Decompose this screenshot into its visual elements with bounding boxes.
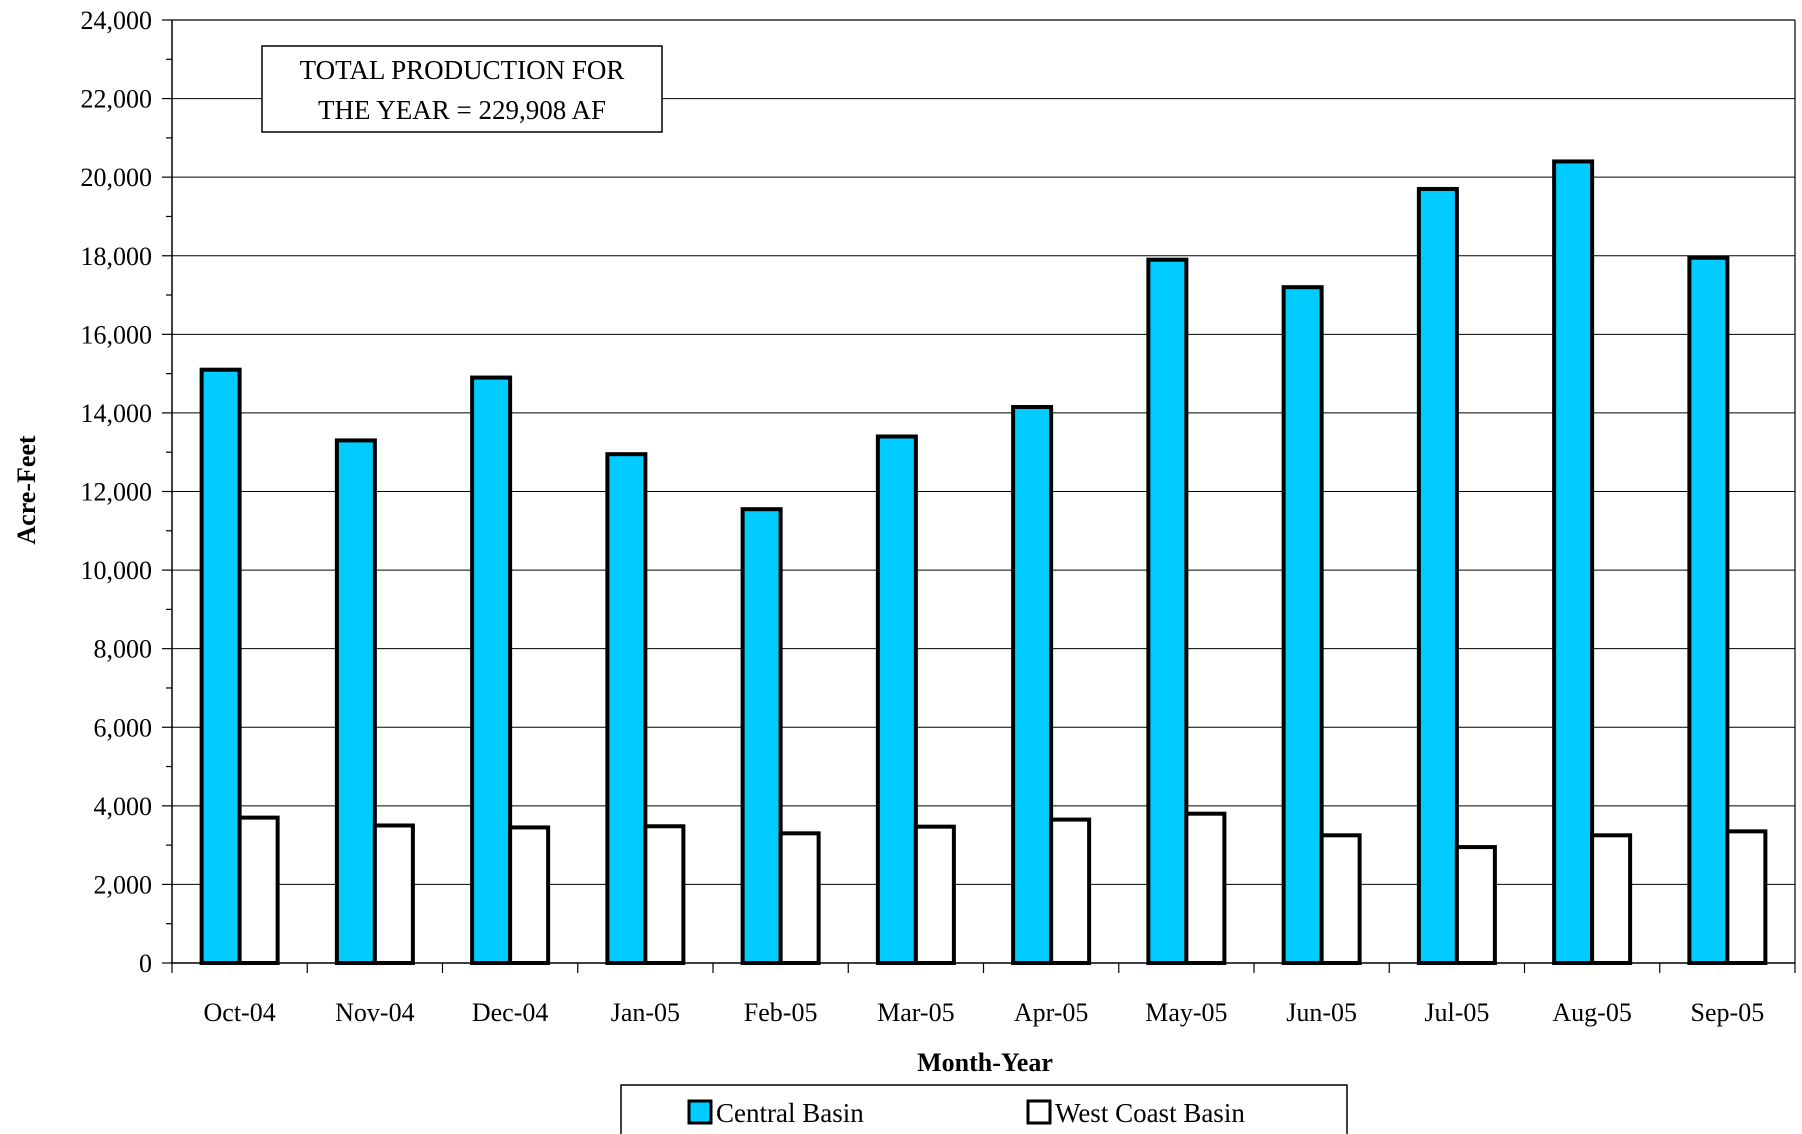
- bar-west-coast-basin: [508, 825, 551, 965]
- bar-central-basin: [1281, 285, 1324, 965]
- x-tick-label: Oct-04: [204, 998, 276, 1027]
- bars: [199, 159, 1768, 966]
- y-tick-label: 16,000: [81, 320, 153, 349]
- y-tick-label: 24,000: [81, 6, 153, 35]
- bar-central-basin: [1146, 257, 1189, 966]
- bar-central-basin: [199, 367, 242, 965]
- y-tick-label: 6,000: [94, 713, 153, 742]
- y-tick-label: 12,000: [81, 478, 153, 507]
- y-tick-label: 20,000: [81, 163, 153, 192]
- bar-central-basin: [875, 434, 918, 966]
- x-tick-label: Mar-05: [877, 998, 954, 1027]
- legend-swatch-west-coast-basin: [1026, 1099, 1052, 1125]
- y-tick-label: 22,000: [81, 85, 153, 114]
- bar-central-basin: [334, 438, 377, 965]
- x-tick-label: Nov-04: [335, 998, 414, 1027]
- legend-label-west-coast-basin: West Coast Basin: [1055, 1098, 1245, 1128]
- y-tick-label: 10,000: [81, 556, 153, 585]
- annotation-box: [261, 45, 663, 133]
- bar-central-basin: [1552, 159, 1595, 965]
- bar-west-coast-basin: [1725, 829, 1768, 966]
- x-tick-label: Jan-05: [611, 998, 680, 1027]
- y-tick-label: 8,000: [94, 635, 153, 664]
- bar-west-coast-basin: [1049, 817, 1092, 965]
- x-tick-label: Dec-04: [472, 998, 549, 1027]
- bar-central-basin: [1687, 255, 1730, 965]
- bar-west-coast-basin: [643, 824, 686, 966]
- y-tick-label: 4,000: [94, 792, 153, 821]
- annotation-line-2: THE YEAR = 229,908 AF: [318, 95, 606, 125]
- bar-west-coast-basin: [372, 823, 415, 966]
- legend: Central Basin West Coast Basin: [620, 1084, 1348, 1134]
- total-production-annotation: TOTAL PRODUCTION FOR THE YEAR = 229,908 …: [261, 45, 663, 133]
- gridlines: [172, 19, 1795, 885]
- legend-box: [620, 1084, 1348, 1134]
- y-tick-label: 2,000: [94, 870, 153, 899]
- bar-central-basin: [740, 507, 783, 965]
- x-tick-labels: Oct-04 Nov-04 Dec-04 Jan-05 Feb-05 Mar-05 Apr-…: [204, 998, 1765, 1027]
- bar-central-basin: [470, 375, 513, 966]
- bar-central-basin: [605, 452, 648, 965]
- x-tick-label: May-05: [1145, 998, 1227, 1027]
- y-tick-labels: 0 2,000 4,000 6,000 8,000 10,000 12,000 14,000 1…: [81, 6, 153, 978]
- annotation-line-1: TOTAL PRODUCTION FOR: [300, 55, 625, 85]
- bar-central-basin: [1011, 405, 1054, 966]
- bar-west-coast-basin: [778, 831, 821, 966]
- bar-west-coast-basin: [1184, 811, 1227, 965]
- y-tick-label: 18,000: [81, 242, 153, 271]
- legend-label-central-basin: Central Basin: [716, 1098, 864, 1128]
- x-tick-label: Jul-05: [1424, 998, 1489, 1027]
- bar-west-coast-basin: [1590, 833, 1633, 965]
- axes: [162, 19, 1796, 973]
- x-tick-label: Aug-05: [1552, 998, 1631, 1027]
- legend-swatch-central-basin: [687, 1099, 713, 1125]
- bar-central-basin: [1416, 186, 1459, 965]
- x-tick-label: Feb-05: [744, 998, 818, 1027]
- x-tick-label: Jun-05: [1286, 998, 1357, 1027]
- x-axis-title: Month-Year: [917, 1048, 1053, 1077]
- x-tick-label: Sep-05: [1691, 998, 1765, 1027]
- bar-west-coast-basin: [1319, 833, 1362, 965]
- bar-west-coast-basin: [237, 815, 280, 966]
- y-tick-label: 14,000: [81, 399, 153, 428]
- bar-west-coast-basin: [913, 824, 956, 965]
- bar-west-coast-basin: [1454, 845, 1497, 966]
- x-tick-label: Apr-05: [1014, 998, 1089, 1027]
- y-tick-label: 0: [139, 949, 152, 978]
- y-axis-title: Acre-Feet: [12, 435, 41, 545]
